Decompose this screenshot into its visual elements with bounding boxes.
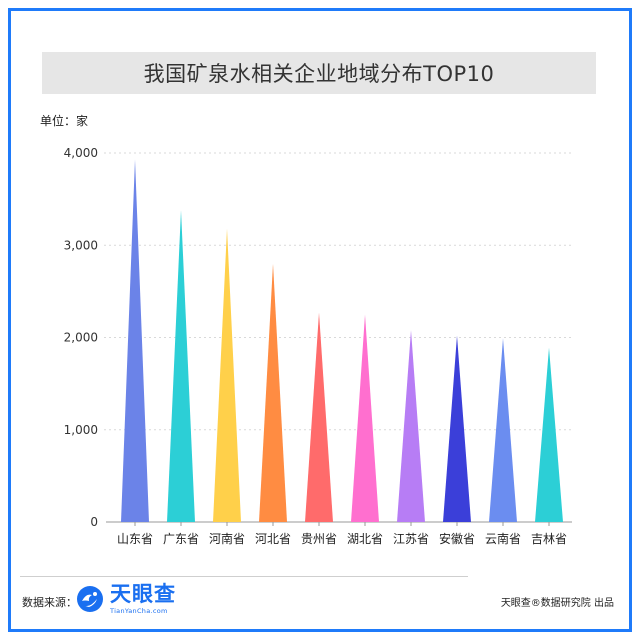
y-tick-label: 1,000	[64, 423, 98, 437]
logo-name: 天眼查	[110, 582, 176, 606]
y-tick-label: 3,000	[64, 238, 98, 252]
chart-title: 我国矿泉水相关企业地域分布TOP10	[42, 52, 596, 94]
x-tick-label: 河北省	[255, 532, 291, 546]
x-tick-label: 贵州省	[301, 532, 337, 546]
y-tick-label: 4,000	[64, 146, 98, 160]
credit-text: 天眼查®数据研究院 出品	[500, 598, 614, 609]
x-tick-label: 云南省	[485, 531, 521, 546]
x-tick-label: 河南省	[209, 531, 245, 546]
bar	[535, 347, 563, 522]
x-tick-label: 山东省	[117, 532, 153, 546]
bar	[121, 159, 149, 522]
bar	[167, 210, 195, 522]
bar	[489, 338, 517, 522]
bar	[443, 335, 471, 522]
x-tick-label: 吉林省	[531, 532, 567, 546]
footer-divider	[20, 576, 468, 577]
bar	[213, 228, 241, 522]
x-tick-label: 安徽省	[439, 531, 475, 546]
x-tick-label: 湖北省	[347, 531, 383, 546]
tianyancha-logo-icon	[77, 586, 103, 613]
bar	[351, 314, 379, 522]
source-label: 数据来源：	[22, 596, 77, 609]
frame-border	[8, 8, 632, 632]
x-tick-label: 广东省	[163, 532, 199, 546]
y-tick-label: 2,000	[64, 331, 98, 345]
unit-label: 单位：家	[40, 114, 89, 128]
bar	[259, 263, 287, 522]
x-tick-label: 江苏省	[393, 532, 429, 546]
tianyancha-logo: 天眼查 TianYanCha.com	[76, 584, 176, 615]
bar	[397, 330, 425, 522]
logo-subtitle: TianYanCha.com	[110, 607, 168, 615]
y-tick-label: 0	[90, 515, 98, 529]
bar	[305, 312, 333, 522]
